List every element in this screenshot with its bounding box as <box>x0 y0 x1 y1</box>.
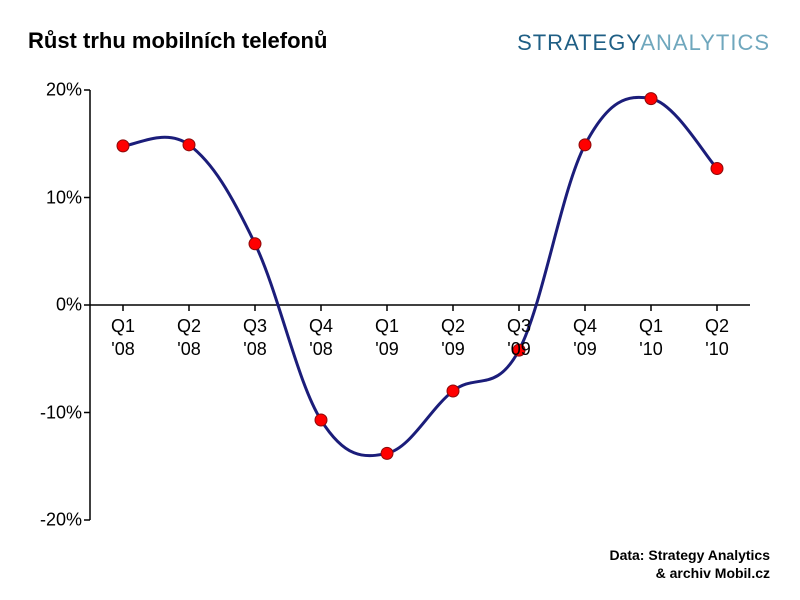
x-tick-label: Q2 '09 <box>441 315 465 360</box>
x-tick-label: Q1 '09 <box>375 315 399 360</box>
y-tick-label: -10% <box>40 402 82 423</box>
x-tick-label: Q4 '08 <box>309 315 333 360</box>
brand-logo: STRATEGYANALYTICS <box>517 30 770 56</box>
chart-title: Růst trhu mobilních telefonů <box>28 28 327 54</box>
y-tick-label: 10% <box>46 187 82 208</box>
plot-svg <box>90 90 750 520</box>
x-tick-label: Q2 '10 <box>705 315 729 360</box>
brand-word-1: STRATEGY <box>517 30 640 55</box>
data-credit: Data: Strategy Analytics & archiv Mobil.… <box>609 546 770 582</box>
x-tick-label: Q1 '10 <box>639 315 663 360</box>
brand-word-2: ANALYTICS <box>640 30 770 55</box>
x-tick-label: Q3 '08 <box>243 315 267 360</box>
x-tick-label: Q3 '09 <box>507 315 531 360</box>
plot-area: -20%-10%0%10%20%Q1 '08Q2 '08Q3 '08Q4 '08… <box>90 90 750 520</box>
credit-line-1: Data: Strategy Analytics <box>609 547 770 563</box>
chart-container: Růst trhu mobilních telefonů STRATEGYANA… <box>0 0 800 600</box>
x-tick-label: Q1 '08 <box>111 315 135 360</box>
y-tick-label: 20% <box>46 80 82 101</box>
x-tick-label: Q2 '08 <box>177 315 201 360</box>
y-tick-label: 0% <box>56 295 82 316</box>
credit-line-2: & archiv Mobil.cz <box>656 565 770 581</box>
x-tick-label: Q4 '09 <box>573 315 597 360</box>
y-tick-label: -20% <box>40 510 82 531</box>
